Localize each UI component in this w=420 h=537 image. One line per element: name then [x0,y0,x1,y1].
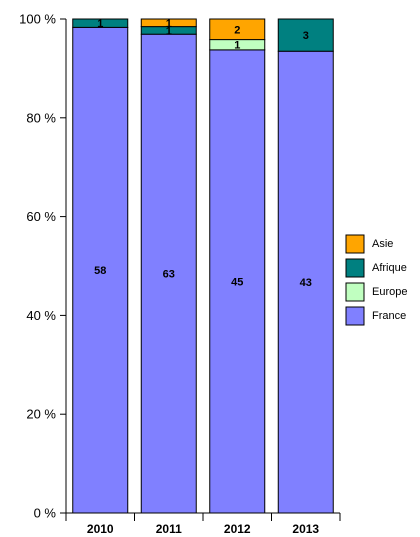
legend-label: Afrique [372,262,407,274]
legend-label: Asie [372,238,393,250]
data-label: 1 [97,18,103,30]
y-tick-label: 0 % [34,506,57,521]
legend: Asie Afrique Europe France [345,234,407,326]
data-label: 2 [234,24,240,36]
data-label: 58 [94,265,106,277]
y-tick-label: 20 % [26,407,56,422]
legend-swatch-france [345,306,365,326]
bar-segment-france [277,50,334,514]
data-label: 1 [166,18,172,30]
y-tick-label: 100 % [19,12,56,27]
legend-swatch-afrique [345,258,365,278]
x-axis: 2010 2011 2012 2013 [65,512,341,536]
data-label: 1 [234,40,240,52]
legend-swatch-asie [345,234,365,254]
y-tick-label: 40 % [26,308,56,323]
data-label: 3 [303,30,309,42]
x-tick-label: 2013 [292,522,319,536]
bar-segment-france [72,26,129,514]
legend-label: Europe [372,286,407,298]
data-label: 43 [300,277,312,289]
legend-label: France [372,310,406,322]
legend-swatch-europe [345,282,365,302]
data-label: 63 [163,269,175,281]
data-label: 45 [231,276,243,288]
bar-segment-asie [209,18,266,41]
x-tick-label: 2010 [87,522,114,536]
y-axis: 0 % 20 % 40 % 60 % 80 % 100 % [19,12,67,521]
y-tick-label: 80 % [26,110,56,125]
data-label: 1 [166,25,172,37]
bar-segment-france [209,49,266,514]
x-tick-label: 2012 [224,522,251,536]
x-tick-label: 2011 [156,522,182,536]
bar-segment-afrique [277,18,334,52]
y-tick-label: 60 % [26,209,56,224]
bar-segment-asie [140,18,197,28]
bar-segment-afrique [72,18,129,28]
